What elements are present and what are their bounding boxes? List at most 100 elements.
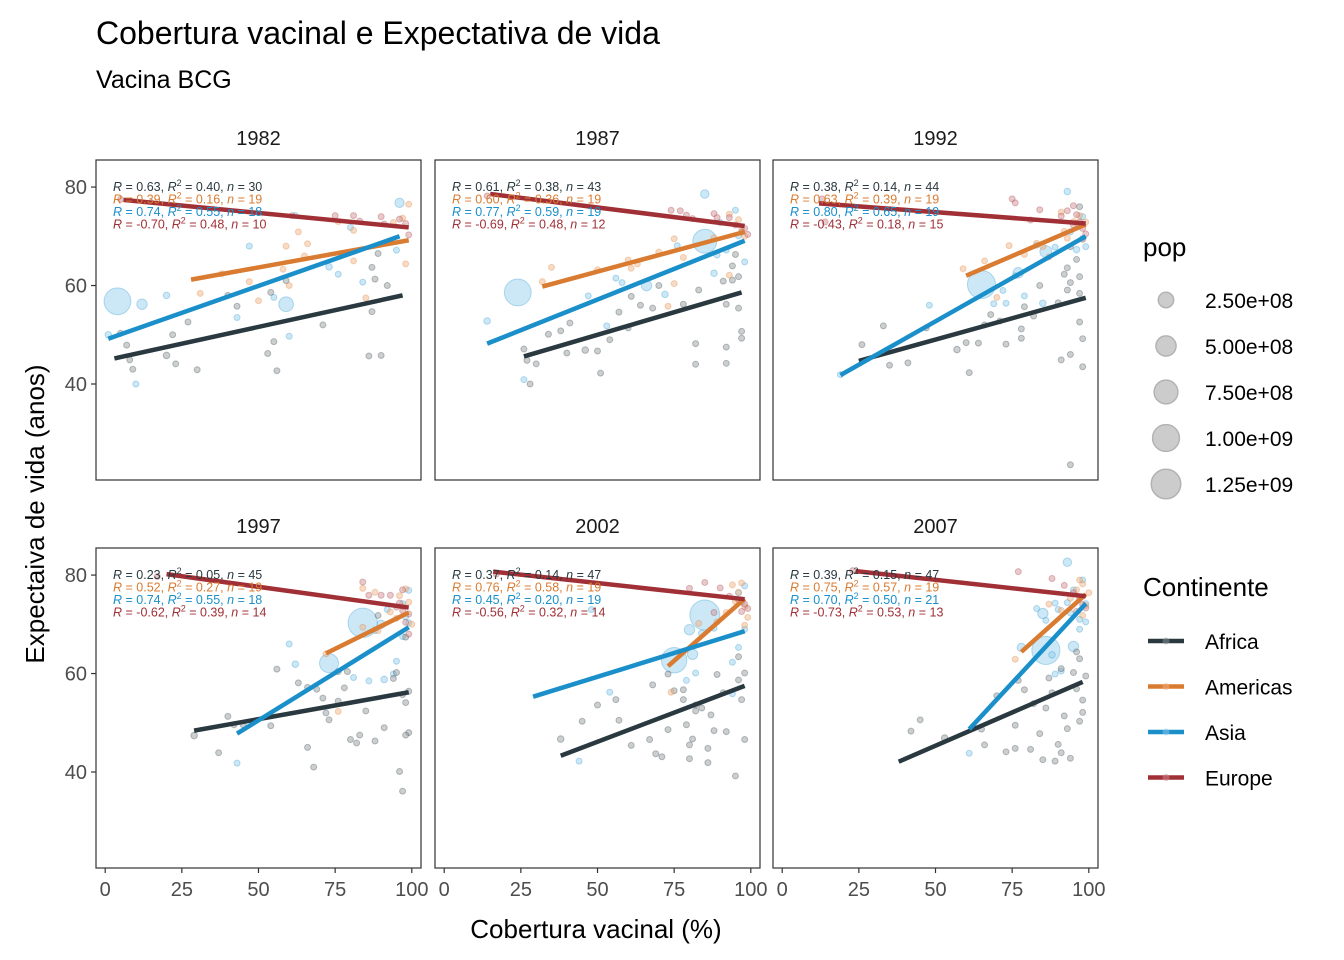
- data-point-africa: [615, 308, 623, 316]
- data-point-africa: [273, 665, 281, 673]
- data-point-europe: [1011, 199, 1019, 207]
- data-point-asia: [1051, 599, 1059, 607]
- regression-line-europe: [166, 571, 410, 610]
- data-point-africa: [162, 351, 171, 360]
- data-point-europe: [744, 605, 752, 613]
- data-point-africa: [735, 273, 743, 281]
- data-point-americas: [670, 235, 678, 243]
- data-point-africa: [1011, 721, 1019, 729]
- legend-continente-title: Continente: [1143, 572, 1269, 602]
- legend-label-europe: Europe: [1205, 768, 1273, 791]
- data-point-africa: [374, 611, 382, 619]
- data-point-africa: [741, 669, 749, 677]
- stat-annotation-asia: R = 0.45, R2 = 0.20, n = 19: [452, 591, 601, 607]
- data-point-asia: [735, 643, 743, 651]
- data-point-africa: [405, 729, 413, 737]
- data-point-europe: [710, 210, 718, 218]
- data-point-africa: [974, 339, 982, 347]
- data-point-africa: [267, 288, 275, 296]
- data-point-americas: [695, 619, 703, 627]
- regression-line-europe: [123, 197, 409, 230]
- data-point-asia: [603, 322, 611, 330]
- data-point-africa: [566, 319, 574, 327]
- data-point-asia: [728, 658, 736, 666]
- data-point-africa: [129, 365, 137, 373]
- data-point-asia: [285, 332, 293, 340]
- chart-title: Cobertura vacinal e Expectativa de vida: [96, 15, 660, 51]
- data-point-africa: [735, 304, 743, 312]
- data-point-africa: [1045, 674, 1053, 682]
- data-point-africa: [606, 336, 614, 344]
- stat-annotation-africa: R = 0.63, R2 = 0.40, n = 30: [113, 178, 262, 194]
- panel-background: [434, 547, 761, 869]
- data-point-africa: [1002, 748, 1010, 756]
- data-point-asia: [575, 757, 583, 765]
- data-point-africa: [233, 302, 241, 310]
- data-point-americas: [725, 210, 733, 218]
- stat-annotation-asia: R = 0.74, R2 = 0.55, n = 18: [113, 591, 262, 607]
- data-point-africa: [371, 275, 379, 283]
- stat-annotation-americas: R = 0.39, R2 = 0.16, n = 19: [113, 191, 262, 207]
- x-axis-title: Cobertura vacinal (%): [470, 914, 721, 944]
- data-point-americas: [350, 226, 358, 234]
- data-point-africa: [190, 731, 198, 740]
- data-point-europe: [377, 213, 385, 221]
- data-point-asia: [365, 677, 373, 685]
- data-point-asia: [520, 376, 528, 384]
- data-point-asia: [380, 675, 388, 684]
- data-point-africa: [981, 741, 989, 749]
- data-point-africa: [392, 669, 400, 677]
- y-tick-label: 60: [65, 664, 87, 686]
- data-point-asia: [1051, 670, 1059, 678]
- data-point-asia: [1039, 299, 1047, 308]
- data-point-asia: [1062, 557, 1073, 568]
- data-point-americas: [350, 257, 358, 265]
- data-point-africa: [402, 633, 410, 641]
- stat-annotation-africa: R = 0.38, R2 = 0.14, n = 44: [790, 178, 939, 194]
- regression-line-americas: [1019, 592, 1088, 654]
- data-point-europe: [1060, 581, 1068, 589]
- data-point-asia: [1042, 616, 1050, 624]
- data-point-africa: [1017, 325, 1025, 333]
- regression-line-africa: [193, 690, 410, 733]
- data-point-africa: [322, 709, 330, 717]
- data-point-asia: [483, 317, 491, 325]
- data-point-americas: [741, 621, 749, 629]
- panel-plot-area: [483, 189, 752, 388]
- data-point-asia: [1072, 245, 1081, 254]
- data-point-africa: [953, 345, 961, 354]
- data-point-africa: [1057, 665, 1065, 673]
- data-point-europe: [1048, 575, 1056, 583]
- data-point-africa: [741, 736, 749, 744]
- data-point-europe: [386, 591, 394, 599]
- facet-panel-1992: 1992 R = 0.38, R2 = 0.14, n = 44R = 0.63,…: [772, 128, 1099, 481]
- data-point-africa: [689, 735, 697, 743]
- legend-pop-circle: [1151, 423, 1181, 453]
- data-point-africa: [557, 327, 565, 335]
- data-point-americas: [735, 588, 743, 596]
- data-point-africa: [172, 360, 180, 368]
- data-point-americas: [1057, 208, 1065, 216]
- data-point-africa: [380, 724, 388, 732]
- data-point-europe: [377, 591, 385, 599]
- data-point-asia: [618, 279, 626, 287]
- stat-annotation-asia: R = 0.70, R2 = 0.50, n = 21: [790, 591, 939, 607]
- data-point-africa: [685, 741, 693, 749]
- legend-key-point-americas: [1162, 683, 1170, 690]
- data-point-americas: [334, 707, 342, 715]
- facet-strip-label: 2007: [913, 516, 958, 538]
- data-point-americas: [408, 620, 416, 628]
- data-point-asia: [1033, 605, 1041, 613]
- data-point-europe: [701, 578, 709, 586]
- data-point-asia: [1067, 640, 1080, 653]
- data-point-africa: [679, 686, 687, 694]
- regression-line-africa: [113, 293, 404, 361]
- facet-panel-2002: 2002 R = 0.37, R2 = 0.14, n = 47R = 0.76,…: [434, 516, 767, 901]
- data-point-africa: [722, 343, 730, 351]
- regression-line-asia: [839, 234, 1087, 378]
- regression-line-africa: [523, 290, 743, 359]
- data-point-africa: [1039, 756, 1047, 764]
- data-point-americas: [744, 613, 752, 621]
- regression-line-europe: [818, 201, 1086, 226]
- data-point-asia: [233, 314, 241, 322]
